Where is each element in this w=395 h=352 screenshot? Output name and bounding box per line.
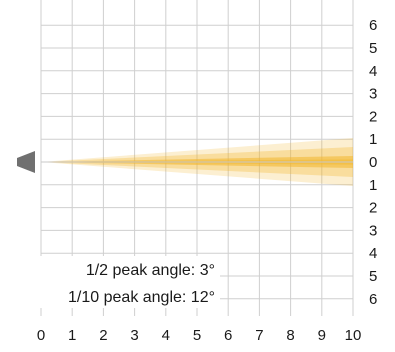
x-tick-label: 7 [255,327,263,344]
x-tick-label: 3 [130,327,138,344]
x-axis-labels: 0 1 2 3 4 5 6 7 8 9 10 [37,327,362,344]
y-tick-label: 4 [369,63,377,80]
x-tick-label: 9 [318,327,326,344]
x-tick-label: 1 [68,327,76,344]
y-tick-label: 3 [369,86,377,103]
x-tick-label: 0 [37,327,45,344]
y-tick-label: 2 [369,200,377,217]
y-tick-label: 6 [369,291,377,308]
y-tick-label: 1 [369,131,377,148]
y-tick-label: 2 [369,108,377,125]
y-tick-label: 4 [369,245,377,262]
tenth-peak-angle-label: 1/10 peak angle: 12° [68,289,215,306]
y-tick-label: 1 [369,177,377,194]
light-source-icon [17,151,35,173]
y-axis-labels: 6 5 4 3 2 1 0 1 2 3 4 5 6 [369,17,377,308]
x-tick-label: 4 [162,327,170,344]
half-peak-angle-label: 1/2 peak angle: 3° [86,262,215,279]
y-tick-label: 3 [369,222,377,239]
x-tick-label: 5 [193,327,201,344]
info-box: 1/2 peak angle: 3° 1/10 peak angle: 12° [30,256,220,308]
x-tick-label: 2 [99,327,107,344]
x-tick-label: 10 [345,327,362,344]
y-tick-label: 6 [369,17,377,34]
x-tick-label: 8 [286,327,294,344]
x-tick-label: 6 [224,327,232,344]
y-tick-label: 5 [369,268,377,285]
y-tick-label: 0 [369,154,377,171]
y-tick-label: 5 [369,40,377,57]
